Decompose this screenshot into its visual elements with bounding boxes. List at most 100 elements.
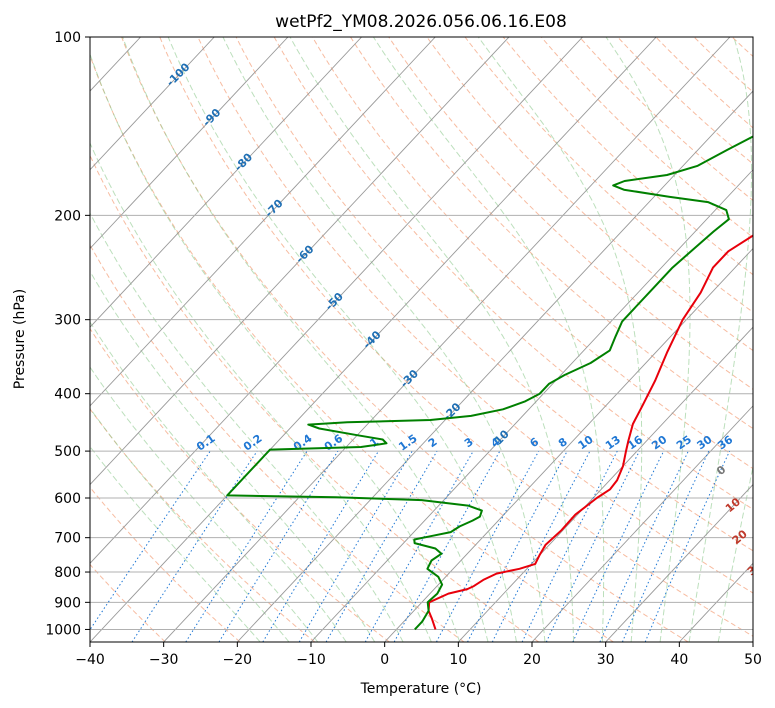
x-tick-label: −20 — [223, 652, 253, 668]
moist-adiabat — [688, 37, 752, 642]
dry-adiabat — [731, 37, 753, 58]
moist-adiabat — [289, 37, 575, 642]
y-tick-label: 200 — [54, 208, 81, 224]
moist-adiabats — [90, 37, 753, 642]
mixing-ratio-label: 20 — [649, 433, 669, 453]
mixing-ratio-label: 0.1 — [194, 432, 217, 454]
dry-adiabat — [90, 154, 540, 642]
mixing-ratio-label: 0.2 — [241, 432, 264, 454]
isotherm-line — [90, 37, 289, 250]
mixing-ratio-label: 3 — [462, 435, 476, 450]
moist-adiabat — [717, 464, 753, 642]
y-tick-label: 400 — [54, 387, 81, 403]
isotherm-line — [90, 37, 510, 486]
mixing-ratio-line — [545, 450, 640, 642]
moist-adiabat — [90, 321, 347, 642]
dry-adiabats — [90, 24, 775, 642]
dry-adiabat — [388, 37, 753, 390]
moist-adiabat — [90, 52, 461, 642]
isotherm-line — [0, 37, 67, 642]
y-tick-label: 900 — [54, 595, 81, 611]
y-tick-label: 300 — [54, 313, 81, 329]
isotherm-line — [237, 90, 753, 642]
isotherms — [0, 37, 753, 642]
mixing-ratio-line — [621, 450, 710, 642]
isotherm-labels: -100-90-80-70-60-50-40-30-20-10 — [164, 60, 512, 451]
moist-adiabat-label: 20 — [730, 527, 750, 547]
mixing-ratio-lines — [90, 450, 731, 642]
moist-adiabat — [90, 212, 404, 642]
isotherm-line — [90, 37, 436, 407]
mixing-ratio-label: 6 — [528, 435, 542, 450]
mixing-ratio-label: 0.6 — [322, 432, 346, 454]
mixing-ratio-label: 36 — [715, 433, 735, 453]
moist-adiabat — [167, 37, 517, 642]
mixing-ratio-label: 8 — [556, 435, 570, 450]
y-tick-label: 1000 — [45, 622, 81, 638]
dry-adiabat — [756, 24, 775, 642]
x-tick-label: −40 — [75, 652, 105, 668]
x-tick-label: 10 — [449, 652, 467, 668]
isotherm-line — [605, 483, 753, 642]
mixing-ratio-line — [218, 450, 339, 642]
moist-adiabat — [90, 142, 432, 642]
profiles — [226, 135, 753, 631]
mixing-ratio-label: 25 — [674, 433, 694, 452]
y-tick-label: 600 — [54, 491, 81, 507]
mixing-ratio-line — [364, 450, 474, 642]
mixing-ratio-line — [131, 450, 258, 642]
mixing-ratio-line — [599, 450, 689, 642]
y-tick-label: 500 — [54, 444, 81, 460]
dry-adiabat — [197, 37, 753, 594]
isotherm-line — [90, 37, 657, 642]
mixing-ratio-line — [90, 450, 211, 631]
mixing-ratio-line — [521, 450, 618, 642]
isotherm-line — [384, 247, 753, 642]
isotherm-line — [163, 37, 731, 642]
moist-adiabat-label: 0 — [714, 463, 728, 478]
moist-adiabat — [90, 366, 319, 642]
temperature-profile — [427, 234, 753, 630]
x-tick-label: 30 — [597, 652, 615, 668]
mixing-ratio-line — [435, 450, 540, 642]
isotherm-line — [310, 169, 753, 642]
dewpoint-profile — [226, 135, 753, 631]
moist-adiabat — [90, 407, 290, 642]
pressure-gridlines — [90, 37, 753, 630]
x-axis-ticks: −40 −30 −20 −10 0 10 20 30 40 50 — [75, 642, 762, 668]
mixing-ratio-label: 0.4 — [291, 432, 315, 454]
x-tick-label: 20 — [523, 652, 541, 668]
dry-adiabat — [159, 37, 753, 637]
dry-adiabat — [426, 37, 753, 352]
moist-adiabat — [372, 37, 605, 642]
plot-area: -100-90-80-70-60-50-40-30-20-10 0.1 0.2 0.… — [0, 24, 775, 642]
moist-adiabat — [90, 445, 261, 642]
y-tick-label: 100 — [54, 30, 81, 46]
dry-adiabat — [502, 37, 753, 276]
y-tick-label: 800 — [54, 565, 81, 581]
mixing-ratio-line — [491, 450, 591, 642]
dry-adiabat — [90, 243, 465, 642]
y-tick-label: 700 — [54, 531, 81, 547]
dry-adiabat — [90, 54, 614, 642]
isotherm-line — [679, 562, 753, 642]
mixing-ratio-line — [185, 450, 308, 642]
isotherm-line — [90, 37, 583, 564]
moist-adiabat — [90, 270, 376, 642]
dry-adiabat — [90, 408, 316, 642]
x-tick-label: −10 — [296, 652, 326, 668]
moist-adiabat — [605, 37, 691, 642]
dry-adiabat — [693, 37, 753, 93]
mixing-ratio-label: 2 — [426, 435, 440, 450]
x-tick-label: 40 — [670, 652, 688, 668]
moist-adiabat-label: 30 — [745, 558, 765, 578]
x-tick-label: 0 — [380, 652, 389, 668]
moist-adiabat-label: 40 — [762, 588, 775, 608]
x-axis-label: Temperature (°C) — [360, 681, 482, 697]
moist-adiabat — [122, 37, 489, 642]
plot-frame — [89, 36, 754, 643]
isotherm-line — [752, 641, 753, 642]
y-axis-label: Pressure (hPa) — [12, 289, 28, 389]
